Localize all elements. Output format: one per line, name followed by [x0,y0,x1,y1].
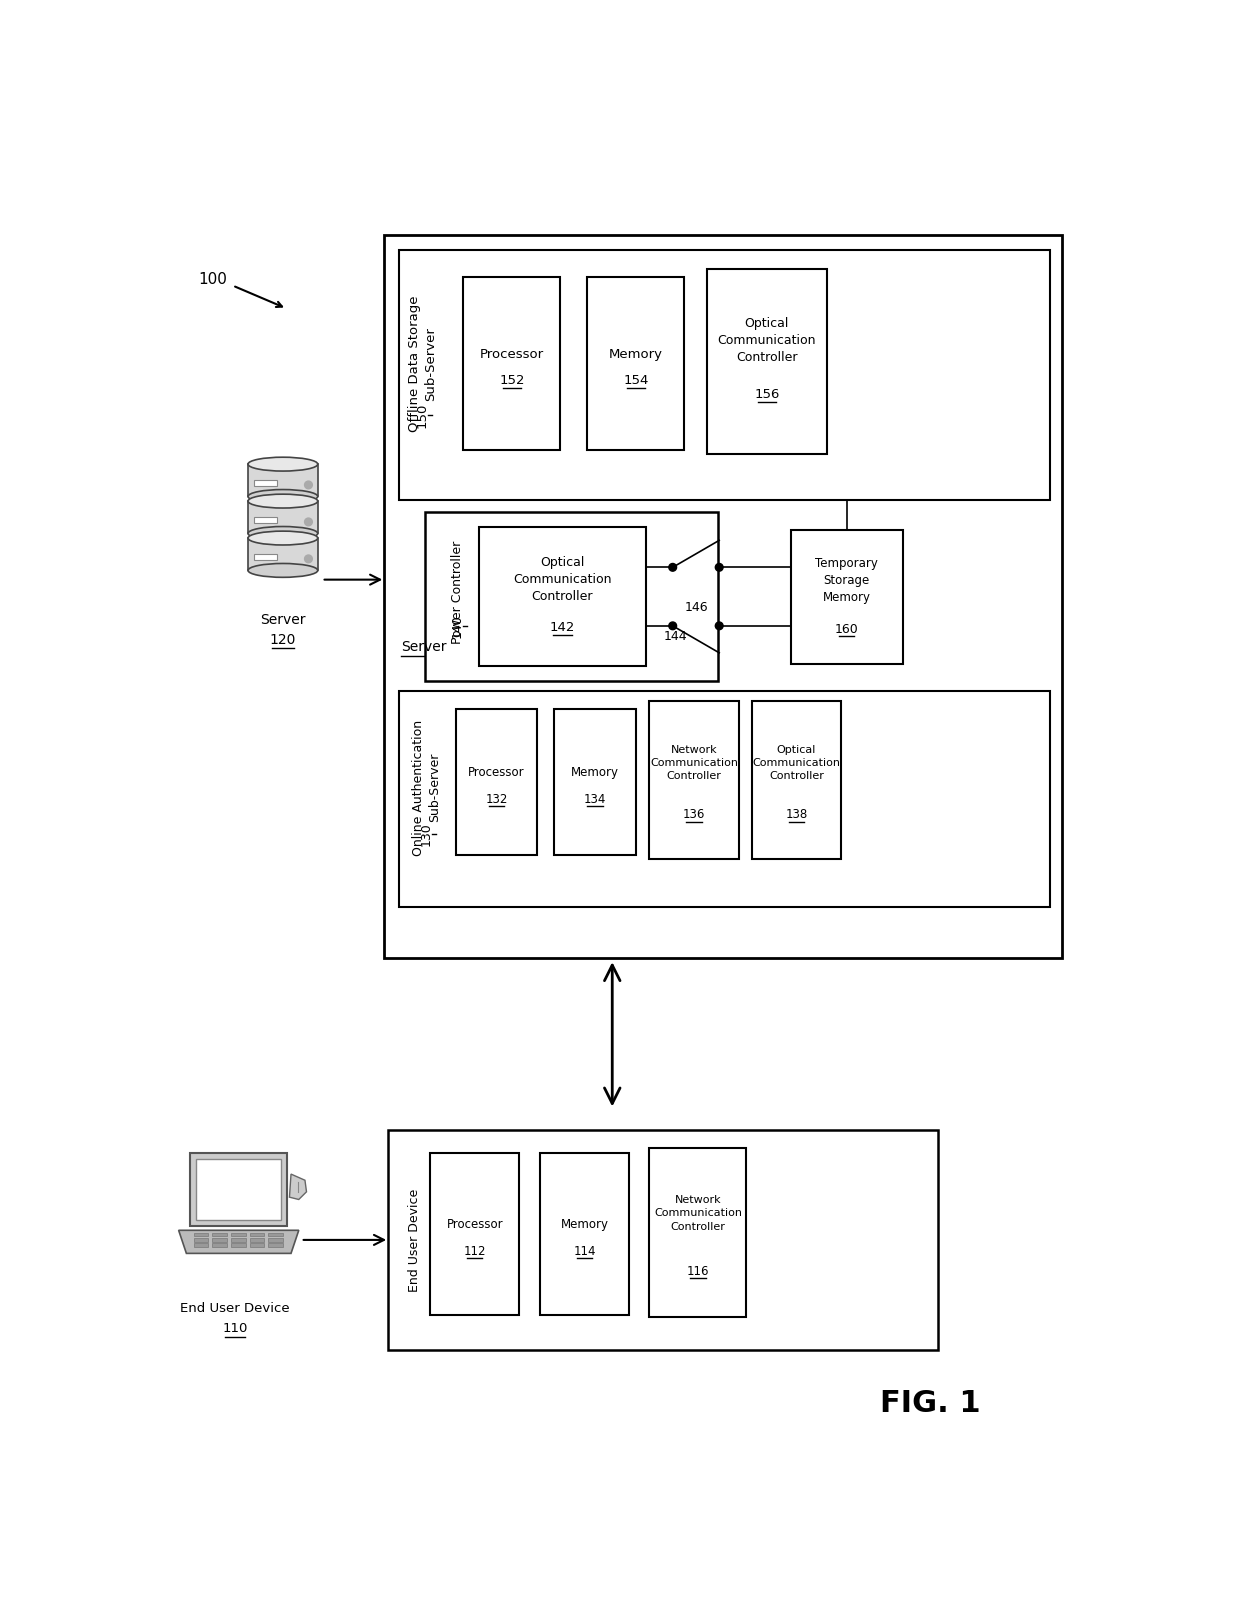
Text: 130: 130 [420,822,433,845]
Text: 134: 134 [584,793,606,806]
Bar [193,1244,208,1247]
Text: Server: Server [402,639,446,654]
Ellipse shape [248,495,317,508]
Bar [399,250,1050,500]
Bar [248,464,317,496]
Bar [791,530,903,665]
Text: Memory: Memory [609,347,663,362]
Text: Power Controller: Power Controller [451,542,464,644]
Text: 140: 140 [451,615,464,637]
Ellipse shape [248,457,317,470]
Bar [231,1238,246,1242]
Bar [249,1244,264,1247]
Bar [231,1244,246,1247]
Text: Optical
Communication
Controller: Optical Communication Controller [718,316,816,363]
Text: Optical
Communication
Controller: Optical Communication Controller [513,556,611,603]
Text: Offline Data Storage
Sub-Server: Offline Data Storage Sub-Server [408,295,436,431]
Polygon shape [179,1231,299,1254]
Bar [193,1238,208,1242]
Text: Processor: Processor [467,767,525,780]
Bar [248,539,317,571]
Text: Network
Communication
Controller: Network Communication Controller [653,1195,742,1231]
Text: End User Device: End User Device [180,1302,290,1315]
Text: 150: 150 [415,402,429,428]
Circle shape [305,482,312,488]
Bar [268,1244,283,1247]
Bar [249,1238,264,1242]
Text: Processor: Processor [480,347,544,362]
Bar [650,1148,746,1317]
Bar [541,1153,629,1315]
Bar [751,701,841,860]
Text: 142: 142 [549,621,575,634]
Bar [383,235,1061,959]
Ellipse shape [248,490,317,503]
Text: 112: 112 [464,1244,486,1257]
Bar [387,1131,937,1350]
Text: 138: 138 [785,808,807,821]
Bar [424,513,718,681]
Text: 156: 156 [754,388,780,401]
Bar [588,277,684,451]
Bar [193,1233,208,1236]
Bar [554,709,635,855]
Ellipse shape [248,530,317,545]
Text: 154: 154 [624,375,649,388]
Bar [464,277,560,451]
Circle shape [668,563,677,571]
Circle shape [305,555,312,563]
Bar [212,1233,227,1236]
Bar [268,1238,283,1242]
Bar [479,527,646,667]
Bar [231,1233,246,1236]
Ellipse shape [248,527,317,540]
Text: Online Authentication
Sub-Server: Online Authentication Sub-Server [412,720,440,855]
Bar [249,1233,264,1236]
Text: 110: 110 [222,1322,248,1335]
Circle shape [668,621,677,629]
Bar [212,1244,227,1247]
Bar [268,1233,283,1236]
Polygon shape [190,1153,288,1226]
Text: 132: 132 [485,793,507,806]
Bar [254,480,278,487]
Bar [254,555,278,560]
Bar [254,517,278,524]
Text: 136: 136 [683,808,706,821]
Bar [707,269,827,454]
Polygon shape [196,1160,281,1220]
Circle shape [305,517,312,526]
Text: 152: 152 [500,375,525,388]
Text: 146: 146 [684,600,708,613]
Circle shape [715,621,723,629]
Text: 144: 144 [663,629,687,642]
Text: Memory: Memory [560,1218,609,1231]
Text: 100: 100 [198,272,228,287]
Text: Processor: Processor [446,1218,503,1231]
Bar [430,1153,520,1315]
Bar [248,501,317,534]
Bar [212,1238,227,1242]
Text: End User Device: End User Device [408,1189,422,1291]
Text: Temporary
Storage
Memory: Temporary Storage Memory [815,556,878,603]
Text: Server: Server [260,613,305,626]
Text: Memory: Memory [570,767,619,780]
Text: 116: 116 [687,1265,709,1278]
Bar [650,701,739,860]
Text: 120: 120 [269,633,296,647]
Text: Optical
Communication
Controller: Optical Communication Controller [753,744,841,782]
Circle shape [715,563,723,571]
Text: 114: 114 [573,1244,596,1257]
Text: FIG. 1: FIG. 1 [879,1388,981,1418]
Bar [456,709,537,855]
Ellipse shape [248,563,317,577]
Polygon shape [289,1174,306,1200]
Text: 160: 160 [835,623,858,636]
Text: Network
Communication
Controller: Network Communication Controller [650,744,738,782]
Bar [399,691,1050,907]
